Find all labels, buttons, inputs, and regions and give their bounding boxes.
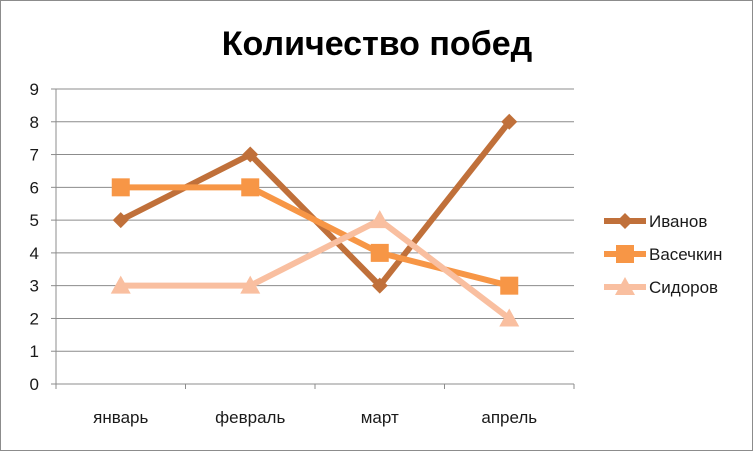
data-point	[371, 277, 388, 294]
data-point	[112, 212, 129, 229]
axes: 0 1 2 3 4 5 6 7 8 9 январь февраль март апрель	[30, 80, 575, 427]
y-tick-label: 3	[30, 277, 39, 296]
data-point	[111, 178, 130, 197]
y-tick-label: 7	[30, 146, 39, 165]
data-point	[370, 243, 389, 262]
x-tick-label: февраль	[215, 408, 285, 427]
legend-item: Васечкин	[604, 245, 722, 264]
x-tick-label: март	[361, 408, 399, 427]
data-point	[369, 210, 390, 229]
x-tick-label: январь	[93, 408, 148, 427]
series-lines	[110, 113, 520, 327]
legend: Иванов Васечкин Сидоров	[604, 212, 722, 297]
series-0	[112, 113, 518, 294]
y-tick-label: 0	[30, 375, 39, 394]
y-tick-label: 9	[30, 80, 39, 99]
data-point	[110, 275, 131, 294]
legend-marker	[616, 245, 634, 263]
data-point	[242, 146, 259, 163]
data-point	[240, 275, 261, 294]
legend-label: Иванов	[649, 212, 707, 231]
legend-item: Сидоров	[604, 277, 718, 297]
data-point	[501, 113, 518, 130]
y-tick-label: 2	[30, 309, 39, 328]
y-tick-label: 4	[30, 244, 39, 263]
chart-title: Количество побед	[222, 25, 532, 63]
legend-marker	[617, 213, 633, 229]
legend-marker	[615, 277, 635, 295]
data-point	[241, 178, 260, 197]
x-tick-label: апрель	[481, 408, 537, 427]
y-tick-label: 6	[30, 178, 39, 197]
legend-item: Иванов	[604, 212, 707, 231]
y-tick-label: 1	[30, 342, 39, 361]
data-point	[499, 308, 520, 327]
series-2	[110, 210, 520, 327]
series-line	[120, 217, 512, 321]
series-line	[119, 119, 512, 289]
y-tick-label: 5	[30, 211, 39, 230]
y-tick-label: 8	[30, 113, 39, 132]
data-point	[500, 276, 519, 295]
legend-label: Васечкин	[649, 245, 722, 264]
legend-label: Сидоров	[649, 278, 718, 297]
